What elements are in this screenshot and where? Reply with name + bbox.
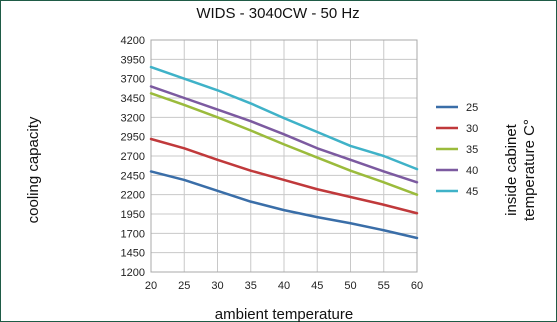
y-tick-label: 2200 bbox=[121, 190, 145, 202]
legend-label-45: 45 bbox=[466, 186, 478, 198]
legend-title-line-2: temperature C° bbox=[521, 119, 538, 221]
y-tick-label: 3700 bbox=[121, 74, 145, 86]
x-tick-label: 40 bbox=[278, 280, 290, 292]
legend-title: inside cabinet temperature C° bbox=[503, 119, 538, 221]
y-tick-label: 2450 bbox=[121, 170, 145, 182]
y-tick-label: 3450 bbox=[121, 93, 145, 105]
chart-title: WIDS - 3040CW - 50 Hz bbox=[196, 5, 359, 22]
y-tick-labels: 1200 1450 1700 1950 2200 2450 2700 2950 3200 3450… bbox=[121, 35, 145, 279]
legend-label-35: 35 bbox=[466, 144, 478, 156]
x-tick-label: 30 bbox=[211, 280, 223, 292]
y-tick-label: 2700 bbox=[121, 151, 145, 163]
legend: 25 30 35 40 45 bbox=[436, 102, 478, 198]
x-tick-label: 45 bbox=[311, 280, 323, 292]
y-tick-label: 2950 bbox=[121, 132, 145, 144]
gridlines bbox=[150, 39, 418, 273]
series-lines bbox=[149, 65, 419, 240]
y-tick-label: 1200 bbox=[121, 267, 145, 279]
x-tick-label: 50 bbox=[344, 280, 356, 292]
y-tick-label: 3950 bbox=[121, 54, 145, 66]
x-tick-label: 20 bbox=[145, 280, 157, 292]
legend-title-line-1: inside cabinet bbox=[503, 123, 520, 216]
x-tick-label: 25 bbox=[178, 280, 190, 292]
legend-label-30: 30 bbox=[466, 123, 478, 135]
plot-area-border bbox=[150, 39, 418, 273]
x-tick-label: 60 bbox=[411, 280, 423, 292]
legend-label-25: 25 bbox=[466, 102, 478, 114]
y-tick-label: 1950 bbox=[121, 209, 145, 221]
y-tick-label: 4200 bbox=[121, 35, 145, 47]
x-tick-label: 55 bbox=[378, 280, 390, 292]
y-axis-label: cooling capacity bbox=[25, 116, 42, 223]
x-tick-label: 35 bbox=[245, 280, 257, 292]
x-tick-labels: 20 25 30 35 40 45 50 55 60 bbox=[145, 280, 423, 292]
y-tick-label: 1450 bbox=[121, 248, 145, 260]
y-tick-label: 3200 bbox=[121, 112, 145, 124]
legend-label-40: 40 bbox=[466, 165, 478, 177]
y-tick-label: 1700 bbox=[121, 228, 145, 240]
x-axis-label: ambient temperature bbox=[215, 306, 353, 322]
